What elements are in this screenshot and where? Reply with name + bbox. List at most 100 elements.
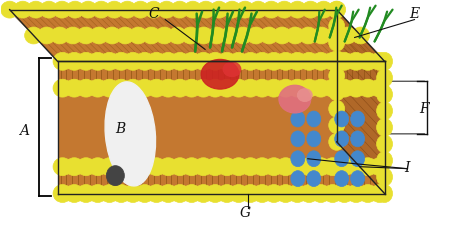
Ellipse shape — [184, 2, 202, 19]
Ellipse shape — [182, 158, 201, 176]
Ellipse shape — [169, 28, 186, 45]
Ellipse shape — [147, 53, 166, 71]
Ellipse shape — [65, 185, 84, 203]
Ellipse shape — [194, 53, 213, 71]
Ellipse shape — [300, 158, 319, 176]
Ellipse shape — [335, 112, 349, 127]
Ellipse shape — [376, 185, 392, 203]
Ellipse shape — [229, 80, 248, 98]
Ellipse shape — [88, 185, 107, 203]
Ellipse shape — [307, 131, 321, 147]
Ellipse shape — [328, 2, 346, 19]
Ellipse shape — [276, 158, 295, 176]
Ellipse shape — [262, 2, 280, 19]
Ellipse shape — [53, 80, 72, 98]
Ellipse shape — [291, 171, 305, 187]
Ellipse shape — [53, 53, 72, 71]
Ellipse shape — [329, 117, 345, 134]
Ellipse shape — [182, 185, 201, 203]
Ellipse shape — [124, 158, 143, 176]
Text: F: F — [419, 102, 429, 115]
Ellipse shape — [159, 53, 178, 71]
Ellipse shape — [300, 28, 317, 45]
Ellipse shape — [135, 185, 154, 203]
Ellipse shape — [312, 28, 330, 45]
Ellipse shape — [38, 28, 55, 45]
Ellipse shape — [338, 28, 356, 45]
Ellipse shape — [27, 2, 45, 19]
Ellipse shape — [289, 2, 306, 19]
Ellipse shape — [351, 112, 365, 127]
Ellipse shape — [376, 53, 392, 71]
Ellipse shape — [346, 158, 365, 176]
Ellipse shape — [194, 80, 213, 98]
Ellipse shape — [100, 185, 119, 203]
Ellipse shape — [241, 185, 260, 203]
Ellipse shape — [106, 166, 124, 186]
Ellipse shape — [229, 53, 248, 71]
Ellipse shape — [376, 135, 392, 153]
Ellipse shape — [171, 80, 190, 98]
Ellipse shape — [335, 131, 349, 147]
Ellipse shape — [100, 53, 119, 71]
Ellipse shape — [307, 112, 321, 127]
Ellipse shape — [315, 2, 333, 19]
Ellipse shape — [300, 80, 319, 98]
Ellipse shape — [301, 2, 319, 19]
Ellipse shape — [182, 53, 201, 71]
Ellipse shape — [236, 2, 254, 19]
Ellipse shape — [25, 28, 43, 45]
Text: G: G — [240, 205, 251, 219]
Ellipse shape — [273, 28, 291, 45]
Ellipse shape — [103, 28, 121, 45]
Ellipse shape — [221, 28, 239, 45]
Ellipse shape — [210, 2, 228, 19]
Ellipse shape — [351, 151, 365, 167]
Ellipse shape — [197, 2, 215, 19]
Ellipse shape — [116, 28, 134, 45]
Ellipse shape — [358, 53, 377, 71]
Ellipse shape — [66, 2, 84, 19]
Ellipse shape — [218, 53, 237, 71]
Ellipse shape — [286, 28, 304, 45]
Ellipse shape — [135, 53, 154, 71]
Ellipse shape — [335, 151, 349, 167]
Ellipse shape — [311, 185, 330, 203]
Ellipse shape — [195, 28, 213, 45]
Ellipse shape — [105, 82, 155, 186]
Ellipse shape — [79, 2, 97, 19]
Ellipse shape — [206, 185, 225, 203]
Ellipse shape — [370, 158, 389, 176]
Ellipse shape — [171, 53, 190, 71]
Ellipse shape — [253, 158, 272, 176]
Ellipse shape — [323, 158, 342, 176]
Ellipse shape — [112, 80, 131, 98]
Ellipse shape — [376, 119, 392, 137]
Ellipse shape — [112, 158, 131, 176]
Ellipse shape — [346, 185, 365, 203]
Text: B: B — [115, 121, 126, 135]
Ellipse shape — [376, 70, 392, 87]
Ellipse shape — [112, 185, 131, 203]
Ellipse shape — [218, 185, 237, 203]
Ellipse shape — [131, 2, 149, 19]
Ellipse shape — [171, 2, 189, 19]
Ellipse shape — [218, 158, 237, 176]
Ellipse shape — [370, 53, 389, 71]
Ellipse shape — [142, 28, 160, 45]
Ellipse shape — [376, 86, 392, 104]
Text: A: A — [18, 123, 28, 137]
Ellipse shape — [288, 158, 307, 176]
Ellipse shape — [158, 2, 176, 19]
Ellipse shape — [329, 52, 345, 68]
Ellipse shape — [241, 158, 260, 176]
Ellipse shape — [329, 35, 345, 52]
Ellipse shape — [329, 101, 345, 118]
Ellipse shape — [275, 2, 293, 19]
Ellipse shape — [329, 85, 345, 101]
Ellipse shape — [112, 53, 131, 71]
Ellipse shape — [264, 185, 283, 203]
Ellipse shape — [323, 185, 342, 203]
Ellipse shape — [90, 28, 108, 45]
Ellipse shape — [279, 86, 311, 114]
